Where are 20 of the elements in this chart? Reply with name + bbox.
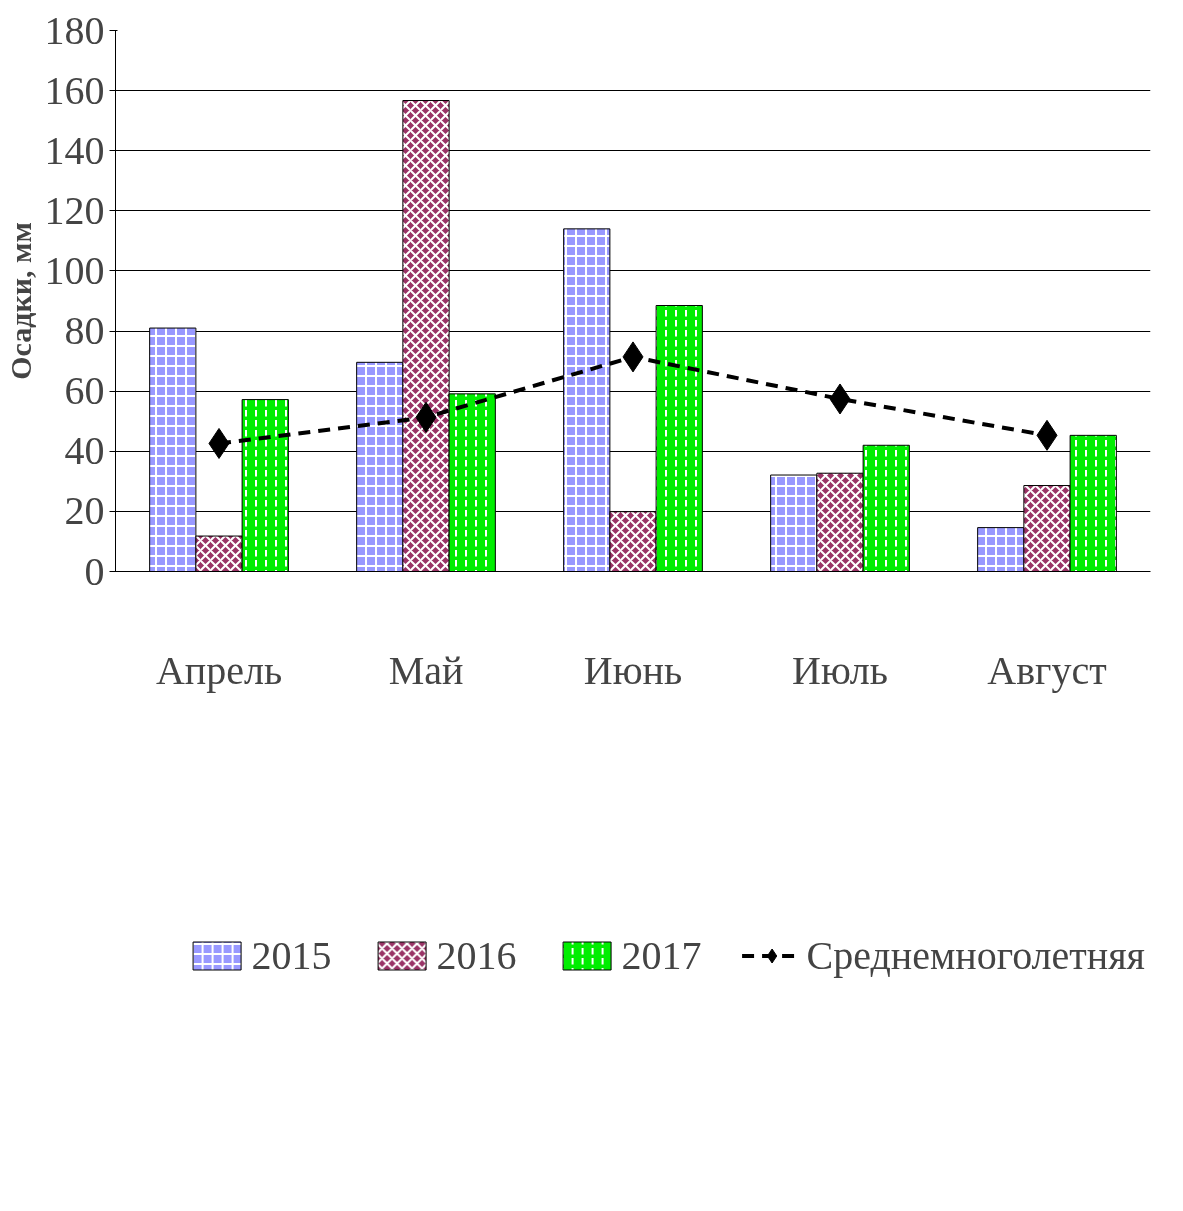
y-tick-label: 80 (64, 308, 105, 354)
y-tick-label: 140 (44, 127, 105, 173)
y-tick-label: 180 (44, 7, 105, 53)
x-tick-label: Июнь (583, 647, 683, 693)
y-tick-label: 120 (44, 187, 105, 233)
legend-label: Среднемноголетняя (806, 931, 1145, 979)
y-tick-label: 20 (64, 488, 105, 534)
x-tick-label: Июль (792, 647, 888, 693)
x-tick-label: Май (388, 647, 464, 693)
x-tick-label: Апрель (155, 647, 283, 693)
x-tick-label: Август (987, 647, 1107, 693)
y-tick-label: 60 (64, 368, 105, 414)
legend-label: 2015 (251, 931, 332, 979)
y-axis-title: Осадки, мм (3, 222, 37, 380)
y-tick-label: 100 (44, 247, 105, 293)
y-tick-label: 160 (44, 67, 105, 113)
legend-label: 2016 (436, 931, 517, 979)
y-tick-label: 0 (84, 548, 105, 594)
y-tick-label: 40 (64, 428, 105, 474)
legend-label: 2017 (621, 931, 702, 979)
